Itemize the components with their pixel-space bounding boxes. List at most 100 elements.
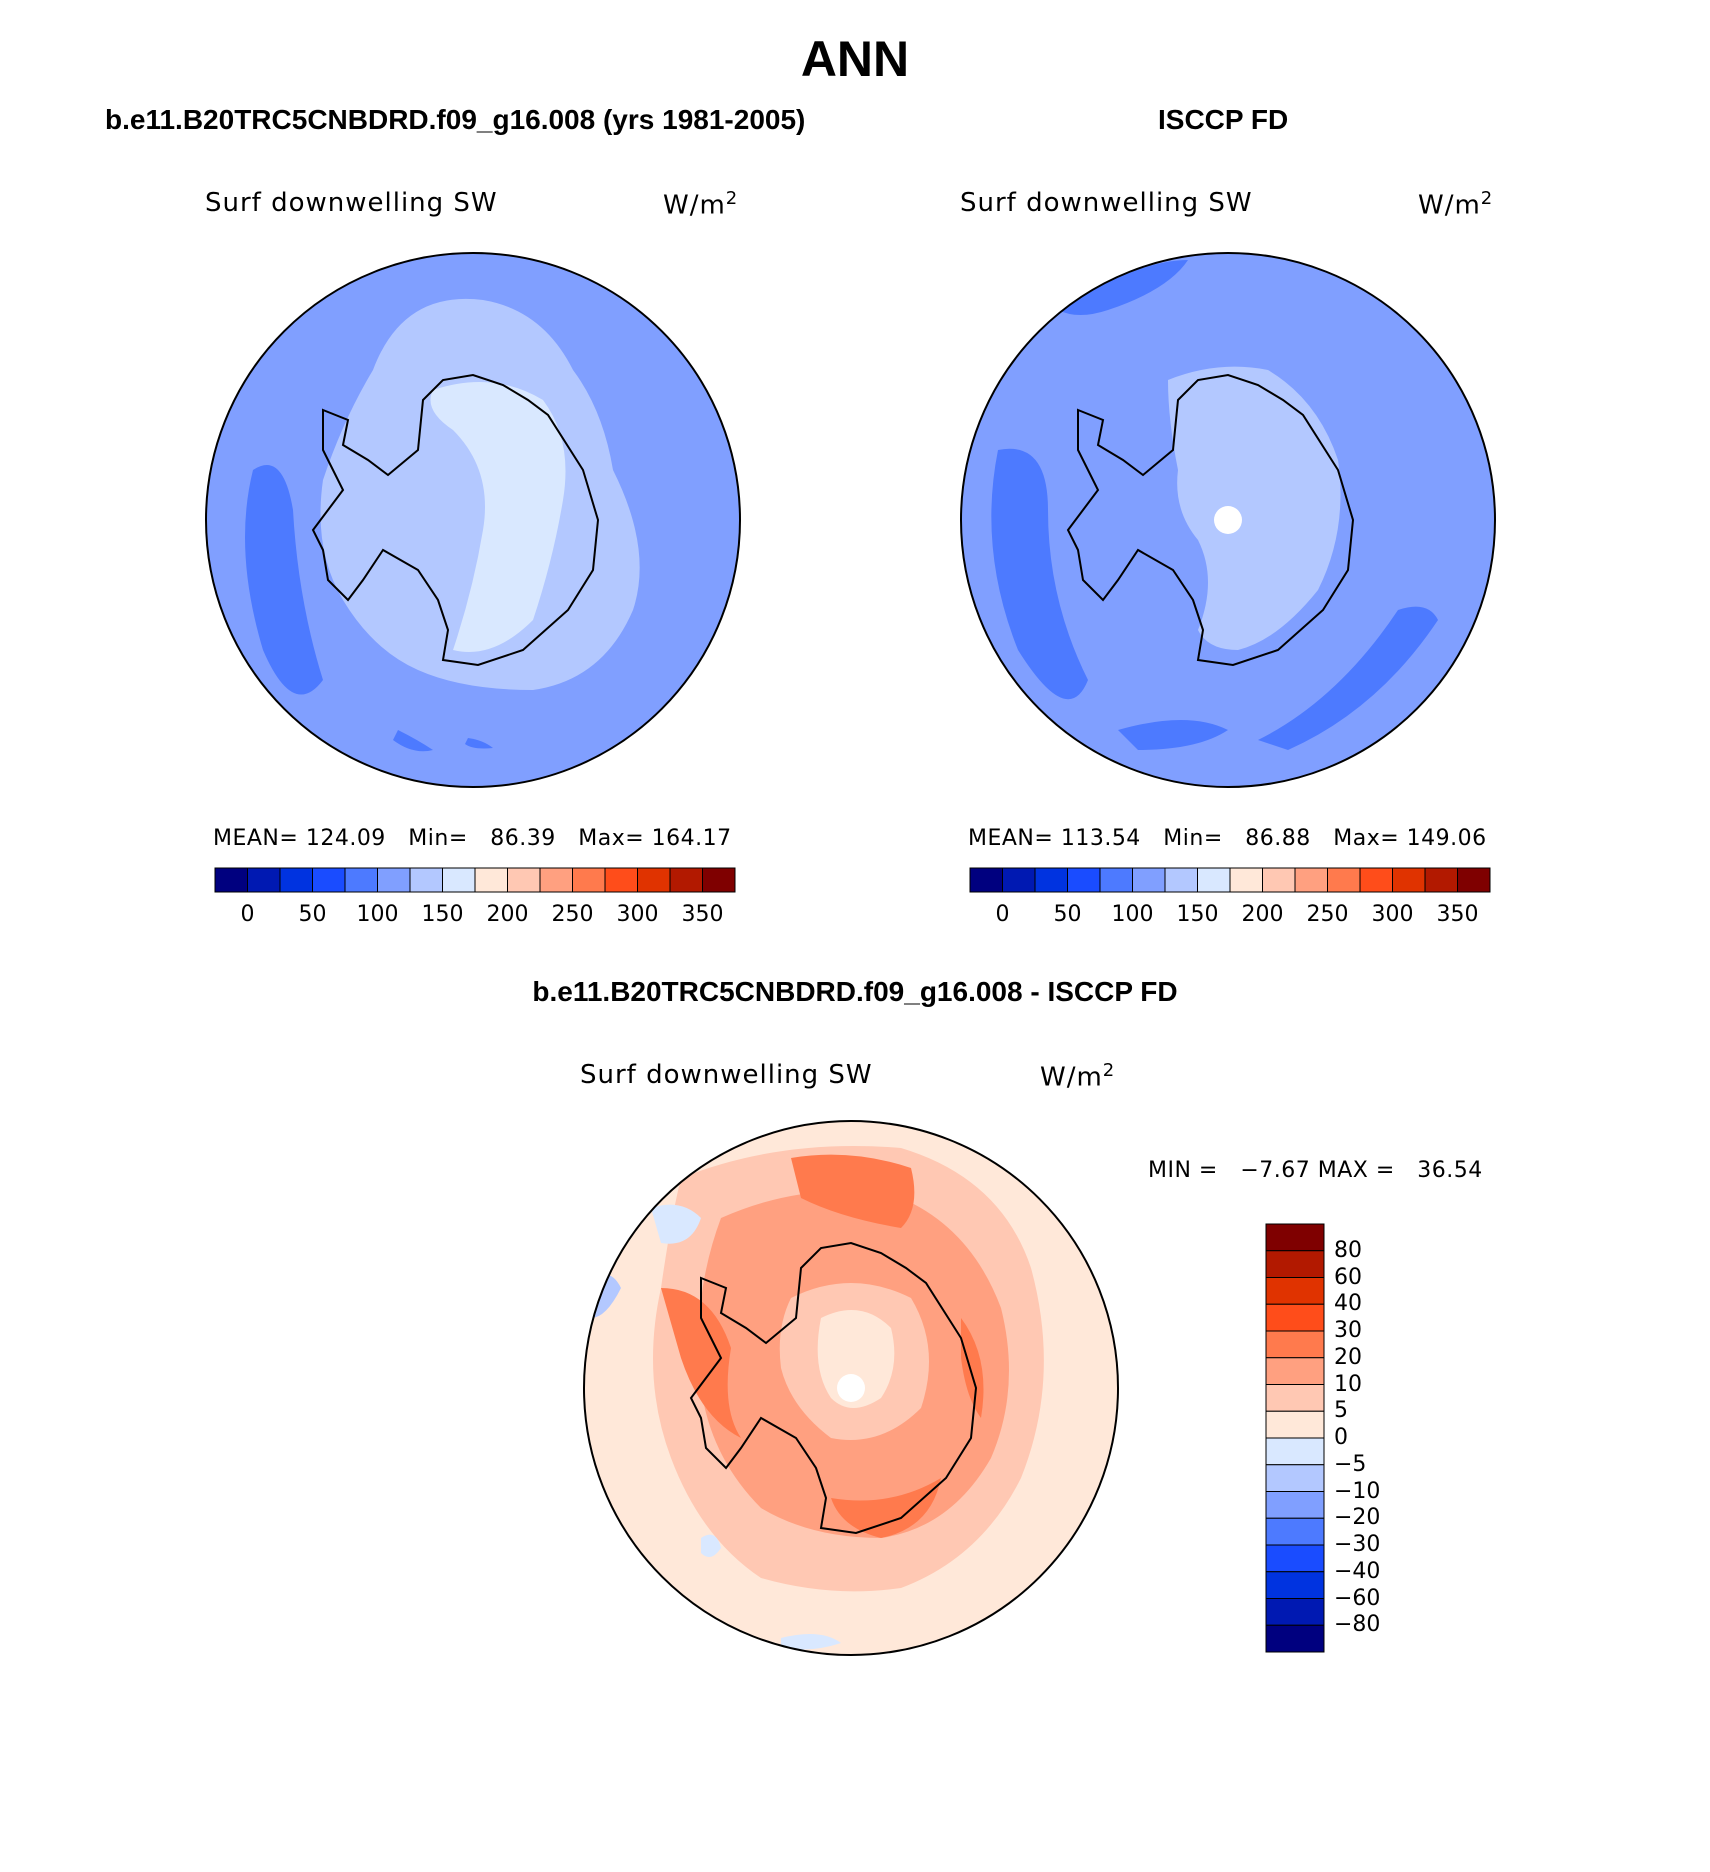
diff-max-label: MAX = xyxy=(1317,1158,1395,1183)
obs-colorbar-swatch xyxy=(1262,867,1296,893)
diff-colorbar-swatch xyxy=(1265,1410,1325,1439)
obs-colorbar-swatch xyxy=(1067,867,1101,893)
model-colorbar-swatch xyxy=(312,867,346,893)
model-stats-line: MEAN= 124.09 Min= 86.39 Max= 164.17 xyxy=(213,826,732,851)
diff-colorbar-swatch xyxy=(1265,1517,1325,1546)
obs-colorbar-swatch xyxy=(1424,867,1458,893)
obs-map-border xyxy=(960,252,1496,788)
diff-minmax-line: MIN = −7.67 MAX = 36.54 xyxy=(1148,1158,1483,1183)
obs-colorbar xyxy=(969,867,1491,893)
model-colorbar-swatch xyxy=(409,867,443,893)
model-units-exponent: 2 xyxy=(725,188,739,209)
diff-colorbar xyxy=(1265,1223,1325,1653)
model-polar-map xyxy=(205,252,741,788)
obs-colorbar-swatch xyxy=(1034,867,1068,893)
model-map-border xyxy=(205,252,741,788)
model-colorbar-swatch xyxy=(214,867,248,893)
model-colorbar-swatch xyxy=(279,867,313,893)
diff-colorbar-swatch xyxy=(1265,1357,1325,1385)
diff-colorbar-tick-label: 80 xyxy=(1334,1237,1362,1263)
obs-colorbar-swatch xyxy=(1392,867,1426,893)
model-mean-value: 124.09 xyxy=(305,826,386,851)
model-colorbar xyxy=(214,867,736,893)
diff-neg-patch-nw xyxy=(651,1204,701,1244)
model-colorbar-tick-label: 150 xyxy=(421,902,464,927)
diff-panel-title: b.e11.B20TRC5CNBDRD.f09_g16.008 - ISCCP … xyxy=(532,976,1178,1007)
obs-mean-value: 113.54 xyxy=(1060,826,1141,851)
obs-low-band-west xyxy=(991,448,1088,700)
obs-min-label: Min= xyxy=(1163,826,1223,851)
obs-colorbar-swatch xyxy=(1229,867,1263,893)
diff-colorbar-tick-label: −5 xyxy=(1334,1451,1367,1477)
diff-colorbar-swatch xyxy=(1265,1223,1325,1252)
diff-colorbar-swatch xyxy=(1265,1598,1325,1626)
model-colorbar-swatch xyxy=(702,867,736,893)
model-colorbar-swatch xyxy=(474,867,508,893)
diff-colorbar-swatch xyxy=(1265,1571,1325,1599)
diff-neg-patch-s2 xyxy=(781,1634,841,1650)
diff-colorbar-swatch xyxy=(1265,1437,1325,1466)
model-max-label: Max= xyxy=(578,826,645,851)
obs-units-base: W/m xyxy=(1418,190,1481,221)
diff-units-base: W/m xyxy=(1040,1062,1103,1093)
model-colorbar-tick-label: 100 xyxy=(356,902,399,927)
obs-colorbar-swatch xyxy=(1457,867,1491,893)
diff-colorbar-tick-label: −40 xyxy=(1334,1558,1381,1584)
diff-colorbar-swatch xyxy=(1265,1624,1325,1653)
obs-units-label: W/m2 xyxy=(1418,188,1493,221)
diff-antarctica-coastline xyxy=(689,1241,978,1535)
obs-colorbar-ticks: 0 50 100 150 200 250 300 350 xyxy=(968,902,1492,932)
obs-colorbar-swatch xyxy=(1099,867,1133,893)
obs-colorbar-tick-label: 50 xyxy=(1053,902,1082,927)
model-colorbar-swatch xyxy=(637,867,671,893)
model-colorbar-swatch xyxy=(442,867,476,893)
obs-colorbar-tick-label: 300 xyxy=(1371,902,1414,927)
model-mid-zone xyxy=(320,298,640,690)
model-variable-label: Surf downwelling SW xyxy=(205,188,498,218)
obs-variable-label: Surf downwelling SW xyxy=(960,188,1253,218)
diff-colorbar-tick-label: −30 xyxy=(1334,1532,1381,1557)
obs-colorbar-tick-label: 250 xyxy=(1306,902,1349,927)
obs-antarctica-coastline xyxy=(1066,373,1355,667)
model-min-label: Min= xyxy=(408,826,468,851)
model-high-zone xyxy=(430,382,566,652)
diff-neg-patch-s xyxy=(701,1534,721,1557)
diff-colorbar-swatch xyxy=(1265,1464,1325,1492)
diff-colorbar-swatch xyxy=(1265,1250,1325,1278)
diff-max-value: 36.54 xyxy=(1417,1158,1483,1183)
obs-colorbar-tick-label: 200 xyxy=(1241,902,1284,927)
model-antarctica-coastline xyxy=(311,373,600,667)
diff-colorbar-tick-label: −10 xyxy=(1334,1478,1381,1504)
diff-zone-30-east xyxy=(961,1318,984,1418)
obs-max-label: Max= xyxy=(1333,826,1400,851)
obs-stats-line: MEAN= 113.54 Min= 86.88 Max= 149.06 xyxy=(968,826,1487,851)
obs-colorbar-tick-label: 0 xyxy=(995,902,1010,927)
obs-low-band-east xyxy=(1258,606,1438,750)
obs-min-value: 86.88 xyxy=(1245,826,1311,851)
model-colorbar-swatch xyxy=(604,867,638,893)
obs-low-band-north xyxy=(1058,260,1188,315)
diff-zone-30-west xyxy=(661,1288,741,1438)
obs-mean-label: MEAN= xyxy=(968,826,1054,851)
model-colorbar-tick-label: 200 xyxy=(486,902,529,927)
diff-colorbar-ticks: 80 60 40 30 20 10 5 0 −5 −10 −20 −30 −40 −60 −80 xyxy=(1334,1222,1414,1654)
obs-pole-hole xyxy=(1214,506,1242,534)
diff-polar-map xyxy=(583,1120,1119,1656)
obs-colorbar-swatch xyxy=(1197,867,1231,893)
obs-low-band-south xyxy=(1118,720,1228,750)
diff-inner-5 xyxy=(817,1310,895,1408)
diff-colorbar-swatch xyxy=(1265,1491,1325,1519)
diff-units-exponent: 2 xyxy=(1102,1060,1116,1081)
model-colorbar-swatch xyxy=(539,867,573,893)
diff-colorbar-tick-label: 0 xyxy=(1334,1425,1348,1450)
diff-colorbar-tick-label: 60 xyxy=(1334,1264,1362,1290)
model-colorbar-swatch xyxy=(507,867,541,893)
obs-max-value: 149.06 xyxy=(1406,826,1487,851)
model-low-band-west xyxy=(245,465,323,695)
model-colorbar-tick-label: 250 xyxy=(551,902,594,927)
diff-colorbar-tick-label: 10 xyxy=(1334,1371,1362,1397)
diff-pole-hole xyxy=(837,1374,865,1402)
model-min-value: 86.39 xyxy=(490,826,556,851)
diff-min-value: −7.67 xyxy=(1240,1158,1311,1183)
obs-units-exponent: 2 xyxy=(1480,188,1494,209)
